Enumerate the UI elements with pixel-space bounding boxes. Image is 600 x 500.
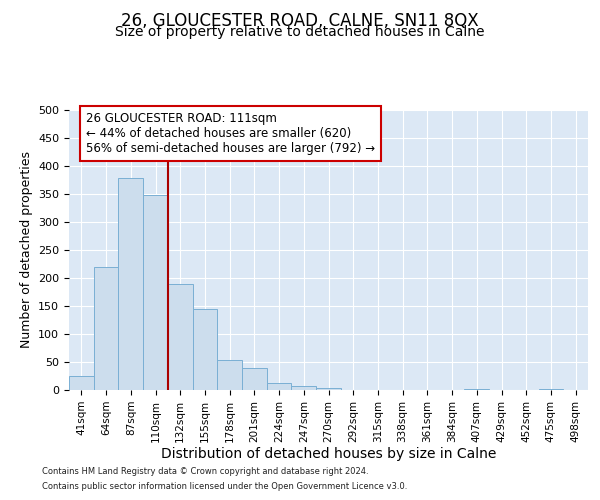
X-axis label: Distribution of detached houses by size in Calne: Distribution of detached houses by size … <box>161 448 496 462</box>
Text: 26 GLOUCESTER ROAD: 111sqm
← 44% of detached houses are smaller (620)
56% of sem: 26 GLOUCESTER ROAD: 111sqm ← 44% of deta… <box>86 112 376 155</box>
Bar <box>292 386 316 390</box>
Bar <box>193 309 217 390</box>
Bar <box>242 368 267 390</box>
Bar <box>69 376 94 390</box>
Text: Contains public sector information licensed under the Open Government Licence v3: Contains public sector information licen… <box>42 482 407 491</box>
Bar <box>316 388 341 390</box>
Bar <box>118 178 143 390</box>
Bar <box>464 389 489 390</box>
Y-axis label: Number of detached properties: Number of detached properties <box>20 152 32 348</box>
Bar <box>217 360 242 390</box>
Bar <box>94 267 118 390</box>
Text: 26, GLOUCESTER ROAD, CALNE, SN11 8QX: 26, GLOUCESTER ROAD, CALNE, SN11 8QX <box>121 12 479 30</box>
Text: Contains HM Land Registry data © Crown copyright and database right 2024.: Contains HM Land Registry data © Crown c… <box>42 467 368 476</box>
Bar <box>267 382 292 390</box>
Bar <box>143 195 168 390</box>
Bar <box>168 284 193 390</box>
Bar <box>539 389 563 390</box>
Text: Size of property relative to detached houses in Calne: Size of property relative to detached ho… <box>115 25 485 39</box>
